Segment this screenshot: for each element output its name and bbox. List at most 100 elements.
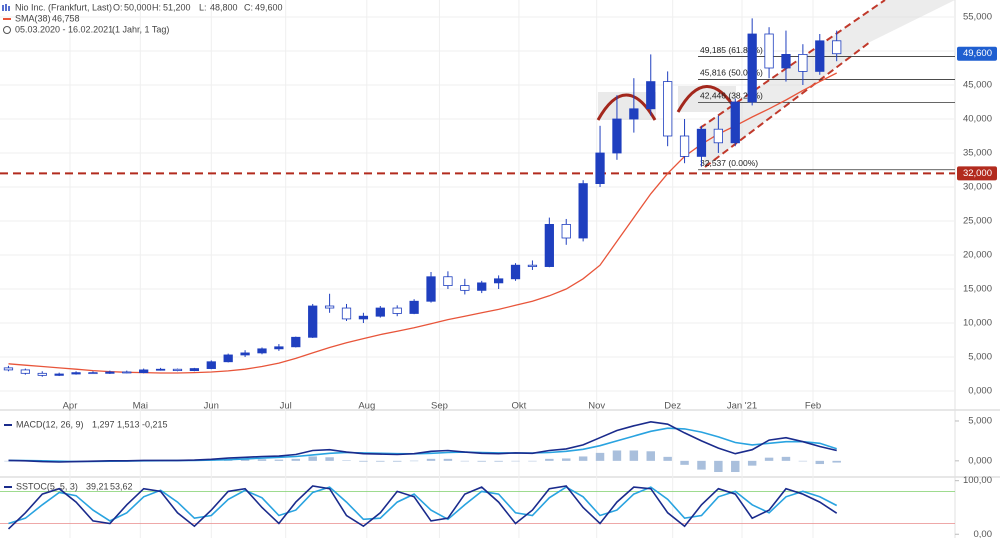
fib-label: 49,185 (61.80%)	[700, 45, 763, 55]
candle-body	[798, 54, 808, 72]
legend-value: 53,62	[110, 481, 133, 491]
quote-value: 51,200	[163, 2, 191, 12]
candle-body	[578, 183, 588, 239]
histogram-bar	[832, 460, 841, 463]
quote-label: L:	[199, 2, 207, 12]
plot-layer: 49,185 (61.80%) 45,816 (50.00%) 42,446 (38…	[0, 18, 955, 530]
histogram-bar	[815, 460, 825, 465]
y-tick-label: 5,000	[968, 415, 992, 426]
x-tick-label: Sep	[431, 401, 448, 412]
x-tick-label: Dez	[664, 401, 681, 412]
candle-body	[257, 348, 267, 354]
candle-body	[460, 285, 470, 291]
histogram-bar	[714, 460, 723, 473]
candle-body	[561, 223, 571, 239]
histogram-bar	[240, 459, 250, 461]
icon	[2, 4, 10, 11]
candle-body	[122, 371, 132, 374]
histogram-bar	[409, 460, 419, 462]
icon	[3, 26, 11, 34]
histogram-bar	[747, 460, 757, 466]
candle-body	[274, 346, 284, 350]
candle-body	[139, 369, 149, 374]
x-tick-label: Feb	[805, 401, 821, 412]
candle-body	[223, 354, 233, 363]
histogram-bar	[731, 460, 740, 473]
histogram-bar	[376, 460, 385, 462]
y-tick-label: 100,00	[963, 475, 992, 486]
histogram-bar	[4, 460, 13, 462]
legend-label: SSTOC(5, 5, 3)	[16, 481, 78, 491]
histogram-bar	[562, 458, 571, 461]
candle-body	[629, 108, 639, 120]
quote-label: H:	[152, 2, 161, 12]
candle-body	[54, 373, 64, 376]
histogram-bar	[274, 459, 284, 461]
y-tick-label: 40,000	[963, 114, 992, 125]
y-tick-label: 5,000	[968, 352, 992, 363]
legend-label: MACD(12, 26, 9)	[16, 419, 84, 429]
candle-body	[3, 367, 14, 371]
stoch-legend: SSTOC(5, 5, 3) 39,21 53,62	[4, 481, 133, 491]
legend-value: 39,21	[86, 481, 109, 491]
x-tick-label: Jun	[204, 401, 219, 412]
candle-body	[155, 368, 166, 371]
candle-body	[291, 336, 301, 348]
title: Nio Inc. (Frankfurt, Last)	[15, 2, 112, 12]
candle-body	[646, 81, 656, 110]
x-tick-label: Jan '21	[727, 401, 757, 412]
y-tick-label: 20,000	[963, 250, 992, 261]
histogram-bar	[595, 452, 605, 461]
histogram-bar	[646, 451, 655, 461]
y-tick-label: 45,000	[963, 80, 992, 91]
y-tick-label: 55,000	[963, 12, 992, 23]
candle-body	[392, 307, 402, 314]
annotations	[596, 0, 955, 168]
histogram-bar	[798, 460, 808, 462]
candle-body	[815, 40, 825, 72]
legend-value: 46,758	[52, 13, 80, 23]
date-range: 05.03.2020 - 16.02.2021	[15, 24, 113, 34]
macd-line	[8, 420, 837, 463]
histogram-bar	[528, 460, 537, 462]
price-badge-label: 32,000	[963, 168, 992, 179]
price-badge-label: 49,600	[963, 48, 992, 59]
arc	[676, 85, 738, 113]
candle-body	[426, 276, 436, 302]
fib-label: 32,537 (0.00%)	[700, 158, 758, 168]
candle-body	[747, 33, 757, 103]
legend-value: 1,513	[117, 419, 140, 429]
candle-body	[341, 307, 352, 320]
candle-body	[308, 305, 318, 338]
histogram-bar	[629, 450, 639, 461]
quote-value: 49,600	[255, 2, 283, 12]
d-line	[8, 486, 838, 525]
candle-body	[781, 54, 791, 69]
candle-body	[832, 40, 842, 55]
histogram-bar	[477, 460, 486, 462]
histogram-bar	[359, 460, 368, 462]
histogram-bar	[291, 458, 301, 461]
fib-label: 42,446 (38.20%)	[700, 91, 763, 101]
k-line	[7, 485, 838, 530]
candle-body	[477, 282, 487, 291]
y-tick-label: 15,000	[963, 284, 992, 295]
histogram-bar	[426, 458, 436, 461]
candle-body	[544, 223, 554, 267]
candle-body	[510, 264, 521, 280]
y-tick-label: 0,000	[968, 455, 992, 466]
candle-body	[37, 372, 47, 376]
histogram-bar	[781, 456, 791, 461]
candle-body	[443, 276, 453, 287]
candle-body	[696, 128, 707, 157]
candle-body	[730, 101, 740, 144]
histogram-bar	[342, 460, 351, 461]
candle-body	[240, 352, 250, 356]
legend-value: 1,297	[92, 419, 115, 429]
quote-value: 50,000	[124, 2, 152, 12]
candle-body	[71, 372, 81, 375]
candle-body	[206, 361, 216, 369]
candle-body	[358, 315, 369, 320]
candle-body	[409, 300, 419, 314]
